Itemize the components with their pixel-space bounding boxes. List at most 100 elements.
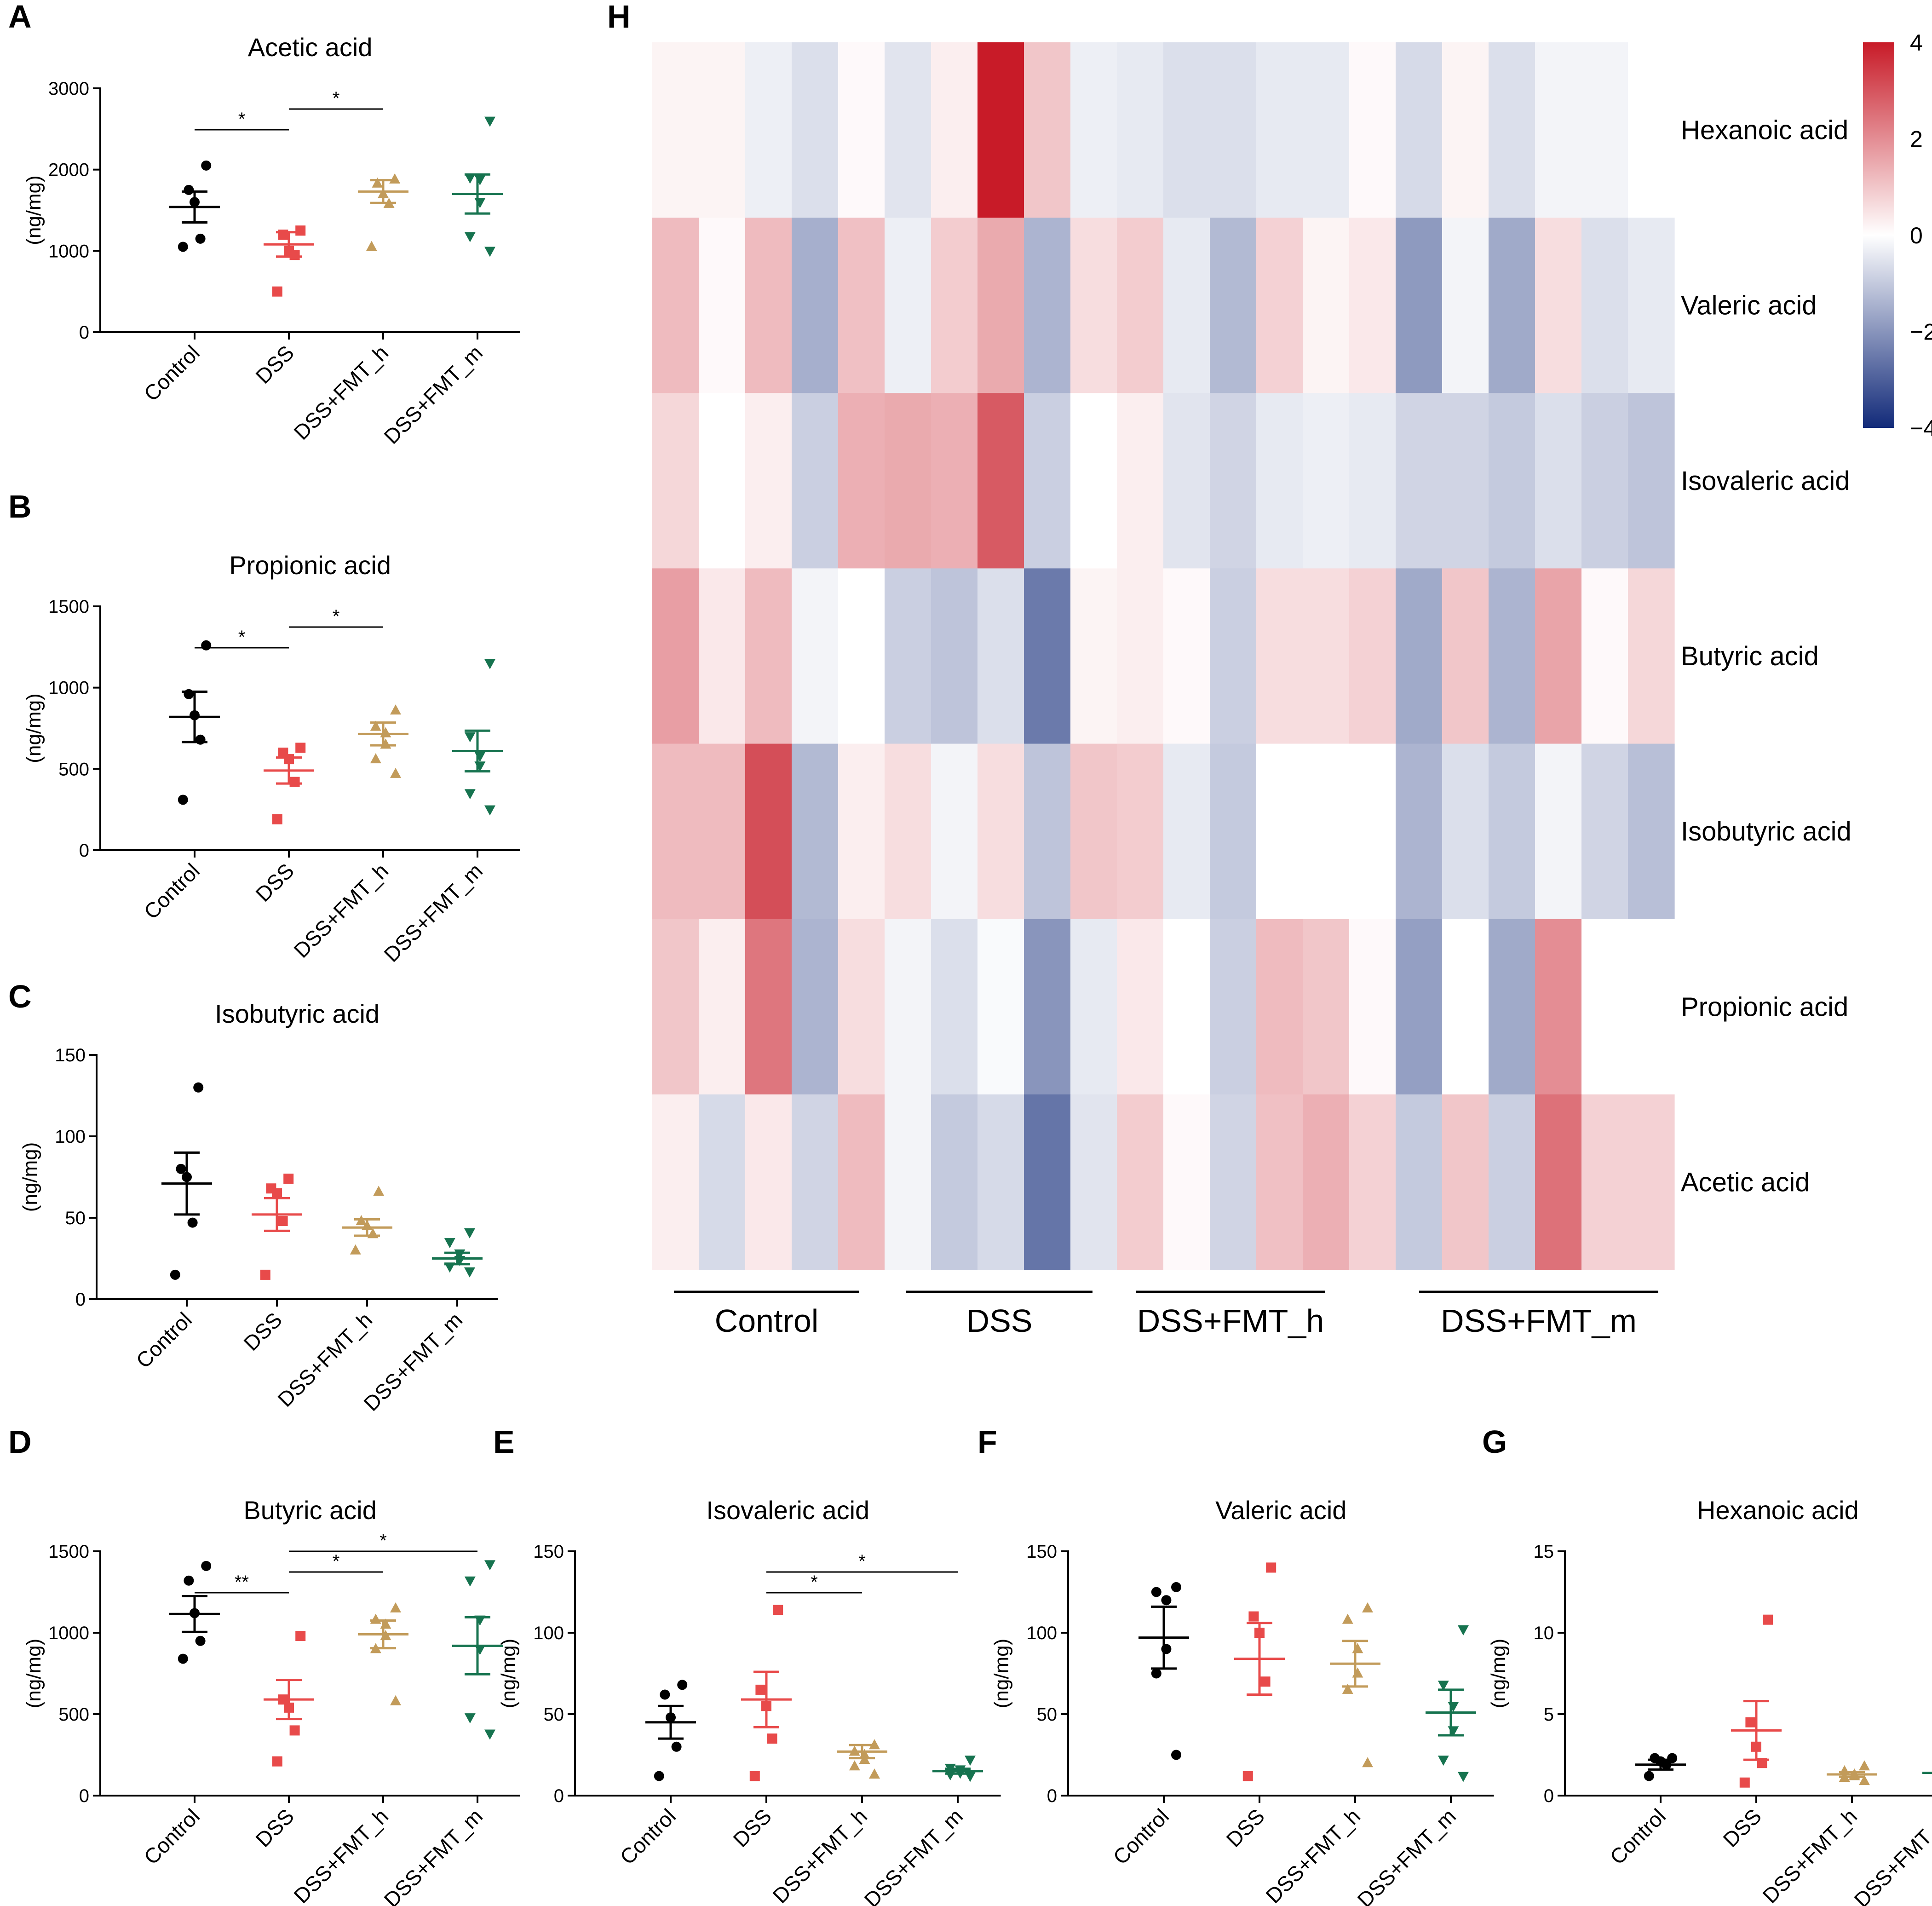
data-point-dss-fmt-m [464, 1267, 475, 1278]
heatmap-cell-valeric-acid [1163, 218, 1210, 393]
heatmap-cell-valeric-acid [931, 218, 978, 393]
data-point-dss-fmt-h [366, 241, 377, 251]
heatmap-cell-isobutyric-acid [1163, 743, 1210, 920]
heatmap-cell-butyric-acid [1210, 568, 1257, 744]
data-point-dss-fmt-h [372, 177, 383, 188]
panel-label-c: C [8, 979, 32, 1014]
data-point-dss [295, 743, 306, 753]
heatmap-row-label-isobutyric-acid: Isobutyric acid [1681, 817, 1852, 846]
data-point-dss-fmt-h [849, 1760, 860, 1771]
y-tick-label: 150 [533, 1542, 564, 1562]
heatmap-cell-isobutyric-acid [1210, 743, 1257, 920]
heatmap-cell-isovaleric-acid [1349, 393, 1396, 569]
data-point-control [178, 242, 188, 252]
heatmap-cell-isobutyric-acid [838, 743, 885, 920]
heatmap-cell-isovaleric-acid [1070, 393, 1117, 569]
heatmap-cell-acetic-acid [1396, 1094, 1443, 1270]
y-tick-label: 0 [554, 1786, 564, 1806]
data-point-control [201, 1561, 212, 1571]
y-tick-label: 500 [58, 1704, 89, 1725]
heatmap-cell-propionic-acid [1303, 919, 1350, 1095]
heatmap-cell-propionic-acid [1070, 919, 1117, 1095]
heatmap-cell-butyric-acid [1396, 568, 1443, 744]
y-tick-label: 0 [1544, 1786, 1554, 1806]
heatmap-cell-isobutyric-acid [931, 743, 978, 920]
y-axis-label: (ng/mg) [19, 1142, 41, 1212]
y-tick-label: 0 [79, 841, 89, 861]
data-point-dss [767, 1733, 777, 1744]
y-tick-label: 100 [1026, 1623, 1057, 1643]
heatmap-cell-acetic-acid [838, 1094, 885, 1270]
data-point-dss-fmt-m [1458, 1772, 1469, 1782]
y-tick-label: 100 [55, 1127, 86, 1147]
heatmap-cell-valeric-acid [745, 218, 792, 393]
data-point-dss-fmt-h [1342, 1613, 1353, 1624]
heatmap-cell-propionic-acid [1581, 919, 1628, 1095]
heatmap-cell-butyric-acid [1163, 568, 1210, 744]
colorbar-tick-label: −4 [1910, 415, 1932, 441]
heatmap-cell-propionic-acid [1396, 919, 1443, 1095]
data-point-dss-fmt-m [444, 1238, 455, 1249]
heatmap-cell-propionic-acid [1256, 919, 1303, 1095]
data-point-dss [1260, 1676, 1271, 1687]
chart-title: Propionic acid [229, 551, 391, 580]
heatmap-cell-isovaleric-acid [792, 393, 839, 569]
heatmap-cell-valeric-acid [1581, 218, 1628, 393]
heatmap-cell-valeric-acid [699, 218, 746, 393]
panel-label-g: G [1482, 1424, 1507, 1460]
heatmap-cell-acetic-acid [1117, 1094, 1164, 1270]
heatmap-cell-valeric-acid [1210, 218, 1257, 393]
heatmap-cell-propionic-acid [1442, 919, 1489, 1095]
heatmap-cell-butyric-acid [1349, 568, 1396, 744]
y-tick-label: 10 [1534, 1623, 1554, 1643]
data-point-dss-fmt-h [1342, 1683, 1353, 1694]
heatmap-cell-valeric-acid [1024, 218, 1071, 393]
heatmap-cell-acetic-acid [792, 1094, 839, 1270]
data-point-dss [1266, 1562, 1276, 1573]
y-tick-label: 100 [533, 1623, 564, 1643]
significance-label: * [811, 1572, 818, 1592]
panel-label-h: H [607, 0, 631, 35]
heatmap-cell-butyric-acid [792, 568, 839, 744]
panel-label-b: B [8, 489, 32, 524]
y-tick-label: 150 [55, 1045, 86, 1065]
heatmap-cell-butyric-acid [1489, 568, 1535, 744]
heatmap-cell-isobutyric-acid [699, 743, 746, 920]
panel-label-a: A [8, 0, 32, 35]
heatmap-cell-acetic-acid [1163, 1094, 1210, 1270]
heatmap-cell-isobutyric-acid [792, 743, 839, 920]
heatmap-row-label-hexanoic-acid: Hexanoic acid [1681, 115, 1848, 145]
y-tick-label: 1000 [48, 241, 89, 261]
data-point-control [184, 1575, 194, 1586]
data-point-dss [289, 777, 300, 787]
heatmap-cell-acetic-acid [1628, 1094, 1675, 1270]
data-point-dss [1242, 1771, 1253, 1781]
data-point-dss [289, 250, 300, 260]
heatmap-cell-isobutyric-acid [1117, 743, 1164, 920]
heatmap-cell-butyric-acid [699, 568, 746, 744]
colorbar [1863, 42, 1894, 428]
heatmap-cell-valeric-acid [1256, 218, 1303, 393]
heatmap-cell-acetic-acid [931, 1094, 978, 1270]
chart-title: Isobutyric acid [215, 999, 380, 1028]
heatmap-cell-hexanoic-acid [931, 42, 978, 218]
panel-h: H Hexanoic acid Valeric acid Isovaleric aci… [607, 0, 1932, 1339]
heatmap-group-label-dss-fmt-h: DSS+FMT_h [1137, 1303, 1324, 1339]
significance-label: * [238, 627, 246, 647]
data-point-control [178, 1653, 188, 1664]
heatmap-cell-butyric-acid [885, 568, 932, 744]
heatmap-cell-isobutyric-acid [1349, 743, 1396, 920]
data-point-control [1151, 1668, 1162, 1679]
data-point-dss [295, 225, 306, 236]
heatmap-cell-hexanoic-acid [1535, 42, 1582, 218]
data-point-dss [277, 1216, 288, 1227]
heatmap-cell-propionic-acid [699, 919, 746, 1095]
y-tick-label: 1500 [48, 597, 89, 617]
heatmap-cell-isovaleric-acid [1489, 393, 1535, 569]
heatmap-cell-hexanoic-acid [1070, 42, 1117, 218]
data-point-dss [283, 1174, 294, 1184]
data-point-dss-fmt-m [484, 805, 495, 816]
heatmap-group-label-control: Control [715, 1303, 819, 1339]
heatmap-cell-isobutyric-acid [1442, 743, 1489, 920]
